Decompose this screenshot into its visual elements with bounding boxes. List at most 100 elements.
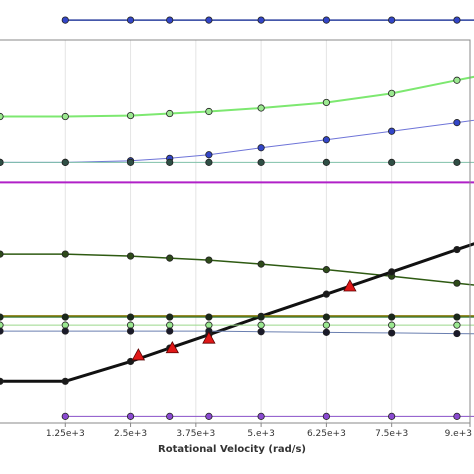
series-8-point-8 [453,313,461,321]
series-9-point-6 [322,321,330,329]
series-11-point-3 [205,412,213,420]
series-11-point-5 [322,412,330,420]
series-10-point-1 [61,327,69,335]
series-0 [61,16,474,24]
series-8-point-5 [257,313,265,321]
series-9-point-8 [453,321,461,329]
triangle-marker-1 [165,340,180,354]
series-3-point-0 [0,158,4,166]
x-tick-label-2: 3.75e+3 [176,429,215,439]
series-1-point-2 [126,111,135,120]
x-tick-label-1: 2.5e+3 [114,429,147,439]
annotations [131,279,357,361]
series-5-point-3 [166,254,174,262]
series-8-point-3 [166,313,174,321]
series-2-point-8 [453,119,461,127]
x-tick-label-4: 6.25e+3 [307,429,346,439]
series-5-point-5 [257,260,265,268]
series-10-point-8 [453,329,461,338]
series-2-point-7 [388,127,396,135]
series-2-point-5 [257,144,265,152]
series-0-point-4 [257,16,265,24]
series-3 [0,158,474,166]
series-10-point-2 [126,327,135,335]
x-tick-label-0: 1.25e+3 [46,429,85,439]
series-5-point-8 [453,279,461,287]
series-10 [0,327,474,338]
series-5-point-4 [205,256,213,264]
series-0-point-3 [205,16,213,24]
series-9-point-4 [205,321,213,329]
series-9-point-1 [61,321,69,329]
series-10-point-0 [0,327,4,335]
series-8-point-2 [126,313,135,321]
series-6-point-6 [322,290,330,298]
series-9-point-0 [0,321,4,329]
series-0-point-7 [453,16,461,24]
series-3-point-3 [166,158,174,166]
series-1-point-8 [453,76,461,84]
series-6-point-1 [61,377,69,385]
series-8 [0,313,474,321]
plot-frame [0,39,471,424]
series-8-point-4 [205,313,213,321]
series-1-point-3 [166,109,174,118]
series-5-point-1 [61,250,69,258]
series-0-point-2 [166,16,174,24]
triangle-marker-3 [343,279,357,292]
series-3-point-7 [388,158,396,166]
series-6-point-8 [453,245,461,254]
series-1-point-0 [0,112,4,121]
x-tick-label-5: 7.5e+3 [375,429,408,439]
series-1 [0,75,474,121]
series-3-point-6 [322,158,330,166]
series-5 [0,250,474,287]
series-3-point-2 [126,158,135,166]
series-0-point-0 [61,16,69,24]
x-axis: 1.25e+3 2.5e+3 3.75e+3 5.e+3 6.25e+3 7.5e+3 9.… [46,423,472,439]
series-group [0,16,474,420]
series-3-point-8 [453,158,461,166]
series-9-point-2 [126,321,135,329]
series-11-point-1 [126,412,135,420]
series-0-point-1 [126,16,135,24]
series-5-line [0,253,474,286]
series-11-point-2 [166,412,174,420]
series-1-point-5 [257,104,265,112]
series-1-point-4 [205,107,213,116]
series-6-point-7 [388,268,396,276]
series-1-point-7 [388,89,396,97]
triangle-marker-2 [202,331,216,344]
x-axis-title: Rotational Velocity (rad/s) [158,444,306,455]
series-8-point-1 [61,313,69,321]
series-11 [61,412,474,420]
series-10-point-5 [257,328,265,336]
series-11-point-7 [453,412,461,420]
series-9-point-5 [257,321,265,329]
series-9-point-3 [166,321,174,329]
x-tick-label-3: 5.e+3 [247,429,274,439]
series-6-point-0 [0,377,4,385]
series-3-point-5 [257,158,265,166]
series-9-point-7 [388,321,396,329]
series-1-point-6 [322,98,330,107]
series-10-line [0,330,474,335]
x-tick-label-6: 9.e+3 [445,429,472,439]
series-2-point-6 [322,136,330,144]
series-5-point-0 [0,250,4,258]
series-5-point-2 [126,252,135,260]
series-10-point-6 [322,328,330,336]
series-8-point-7 [388,313,396,321]
series-3-point-1 [61,158,69,166]
series-3-point-4 [205,158,213,166]
triangle-marker-0 [131,348,146,361]
series-0-point-6 [388,16,396,24]
series-10-point-7 [388,329,396,337]
series-1-point-1 [61,112,69,121]
series-8-point-0 [0,313,4,321]
series-2-line [0,119,474,163]
series-5-point-6 [322,266,330,274]
series-8-point-6 [322,313,330,321]
